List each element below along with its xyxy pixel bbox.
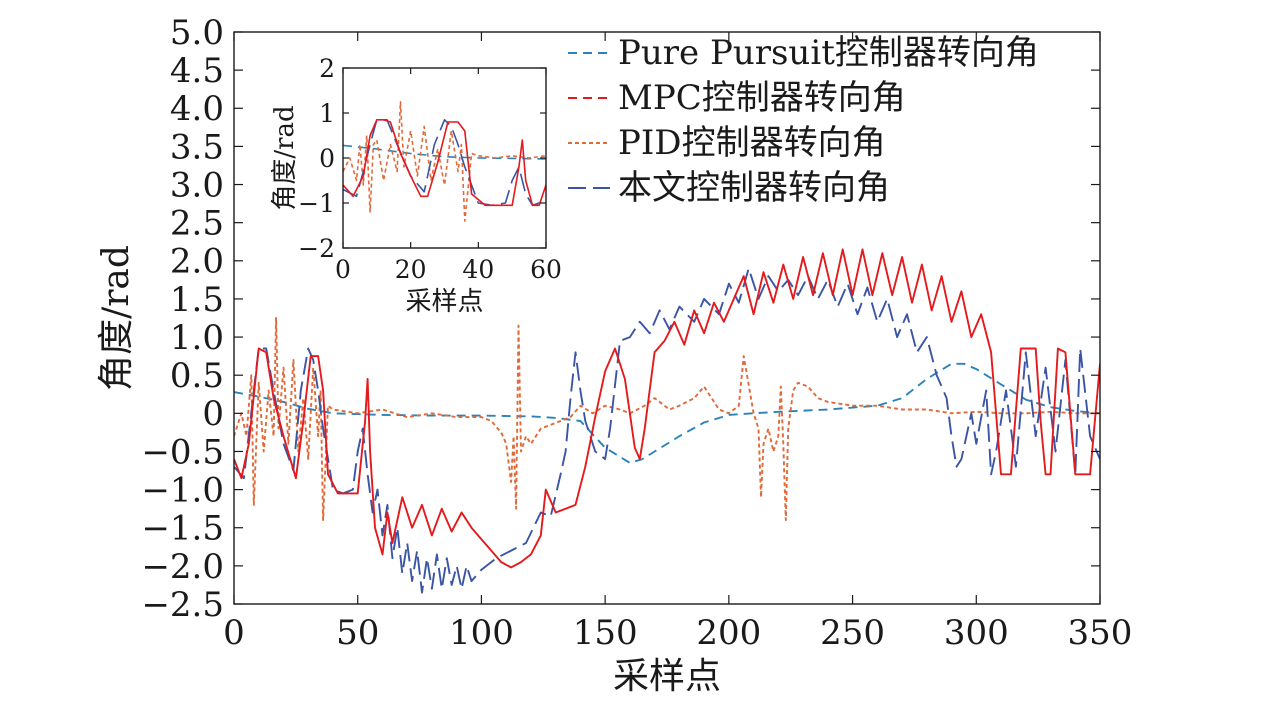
- y-tick-label: −2.5: [141, 585, 224, 625]
- x-tick-label: 300: [944, 613, 1009, 653]
- x-tick-label: 20: [395, 255, 427, 284]
- x-tick-label: 250: [820, 613, 885, 653]
- y-tick-label: −1: [298, 189, 335, 218]
- y-tick-label: 5.0: [170, 13, 224, 53]
- y-tick-label: −0.5: [141, 432, 224, 472]
- x-tick-label: 350: [1068, 613, 1133, 653]
- series-line-0: [343, 144, 546, 160]
- y-tick-label: 3.0: [170, 165, 224, 205]
- x-tick-label: 40: [462, 255, 494, 284]
- x-axis-label: 采样点: [613, 656, 721, 697]
- x-tick-label: 0: [223, 613, 245, 653]
- inset-plot: 0 20 40 60 2 1 0 −1 −2 采样点 角度/rad: [270, 54, 562, 317]
- y-tick-label: 1: [319, 99, 335, 128]
- y-tick-label: −2.0: [141, 547, 224, 587]
- legend-entry-label: MPC控制器转向角: [618, 78, 906, 118]
- plot-frame: [233, 31, 1101, 605]
- y-tick-label: 2.5: [170, 204, 224, 244]
- x-tick-label: 50: [336, 613, 379, 653]
- main-plot: 0 50 100 150 200 250 300 3505.04.54.03.53.02.52…: [96, 13, 1132, 697]
- series-line-3: [234, 267, 1100, 594]
- y-tick-label: 1.5: [170, 280, 224, 320]
- legend-entry-label: 本文控制器转向角: [618, 168, 890, 208]
- series-line-0: [234, 362, 1100, 464]
- series-group: [343, 101, 546, 222]
- x-axis-label: 采样点: [405, 287, 483, 317]
- y-tick-label: −1.0: [141, 471, 224, 511]
- y-tick-label: −2: [298, 234, 335, 263]
- x-tick-label: 0: [335, 255, 351, 284]
- y-axis-label: 角度/rad: [270, 105, 300, 210]
- y-tick-label: 2.0: [170, 242, 224, 282]
- y-tick-label: 4.0: [170, 89, 224, 129]
- x-tick-label: 60: [530, 255, 562, 284]
- series-line-2: [234, 317, 1100, 522]
- x-tick-label: 100: [449, 613, 514, 653]
- y-tick-label: 0: [202, 394, 224, 434]
- series-line-2: [343, 101, 546, 222]
- y-tick-label: 2: [319, 54, 335, 83]
- series-line-1: [343, 119, 546, 207]
- series-line-3: [343, 119, 546, 207]
- legend: Pure Pursuit控制器转向角 MPC控制器转向角 PID控制器转向角本文控制…: [568, 33, 1039, 208]
- y-tick-label: 0: [319, 144, 335, 173]
- y-tick-label: 1.0: [170, 318, 224, 358]
- x-tick-label: 150: [573, 613, 638, 653]
- x-tick-label: 200: [696, 613, 761, 653]
- series-line-1: [234, 248, 1100, 569]
- y-tick-label: −1.5: [141, 509, 224, 549]
- y-tick-label: 0.5: [170, 356, 224, 396]
- legend-entry-label: PID控制器转向角: [618, 123, 886, 163]
- legend-entry-label: Pure Pursuit控制器转向角: [618, 33, 1039, 73]
- y-tick-label: 4.5: [170, 51, 224, 91]
- series-group: [234, 248, 1100, 594]
- y-tick-label: 3.5: [170, 127, 224, 167]
- y-axis-label: 角度/rad: [96, 245, 137, 391]
